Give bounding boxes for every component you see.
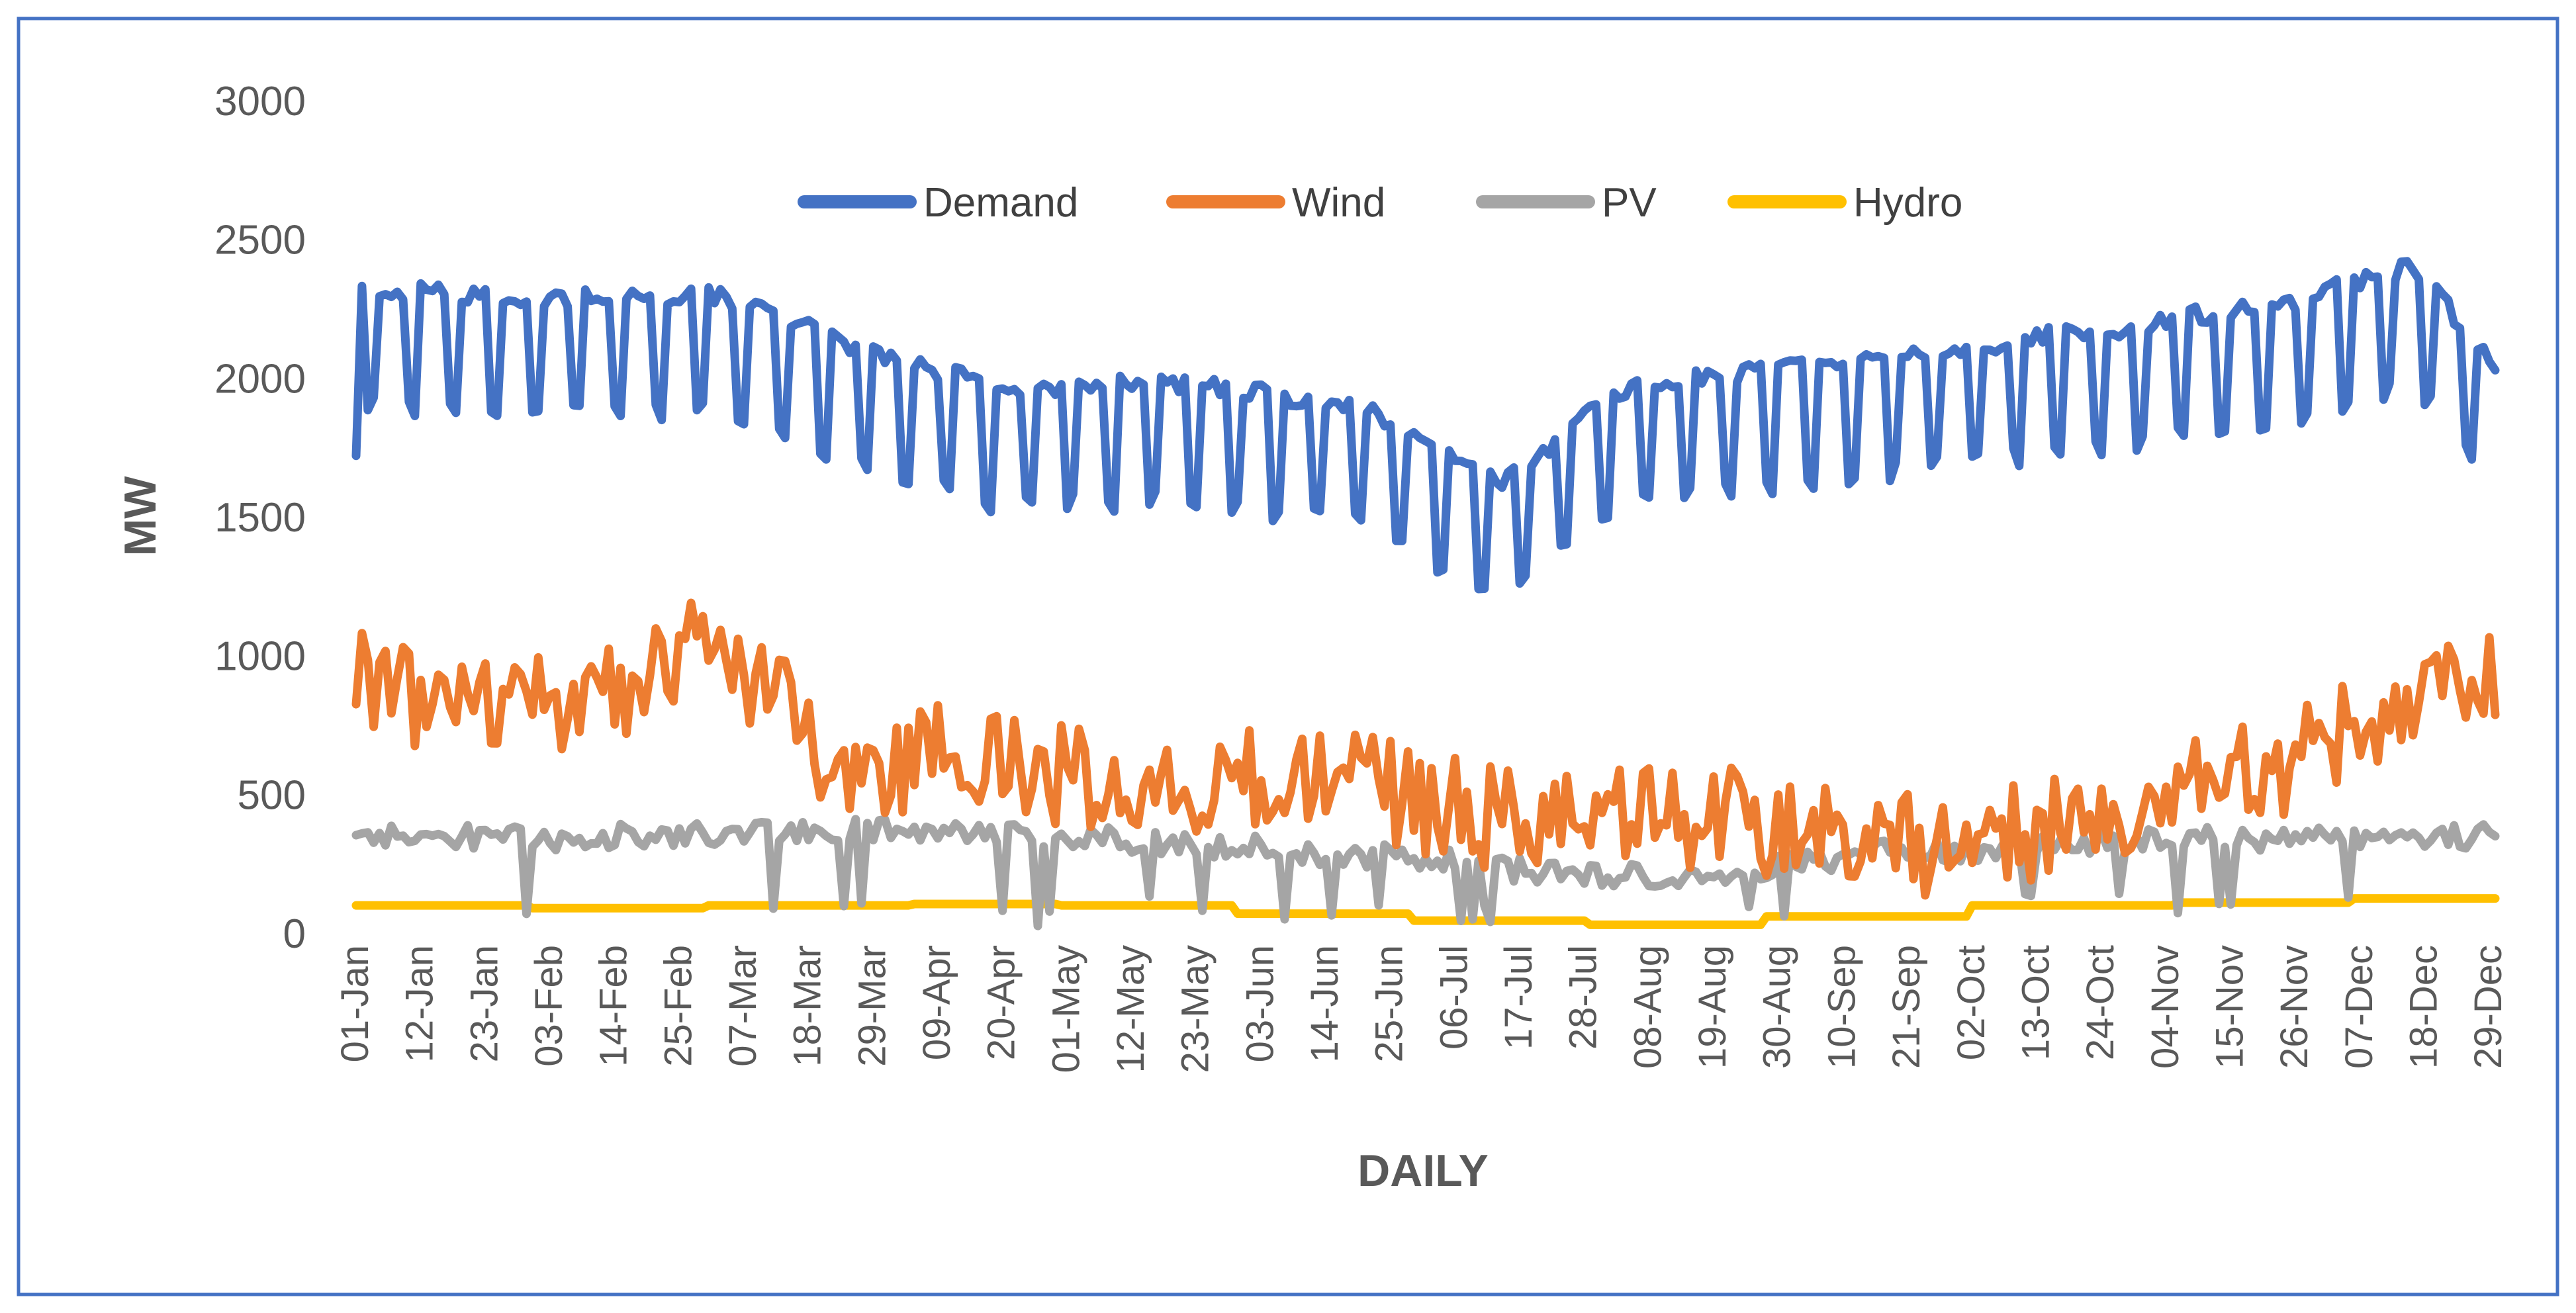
legend-label-pv: PV: [1602, 180, 1657, 226]
x-axis-ticks: 01-Jan 12-Jan 23-Jan 03-Feb 14-Feb 25-Feb 07-M…: [334, 945, 2510, 1073]
x-tick-label: 03-Feb: [528, 945, 571, 1067]
x-tick-label: 12-Jan: [398, 945, 441, 1062]
x-tick-label: 24-Oct: [2079, 945, 2122, 1060]
x-tick-label: 18-Mar: [786, 945, 829, 1067]
x-tick-label: 02-Oct: [1950, 945, 1993, 1060]
x-tick-label: 07-Dec: [2338, 945, 2381, 1069]
y-tick-label: 3000: [214, 79, 306, 124]
x-tick-label: 14-Jun: [1303, 945, 1346, 1062]
x-tick-label: 18-Dec: [2402, 945, 2445, 1069]
y-tick-label: 0: [283, 911, 306, 957]
legend-label-hydro: Hydro: [1853, 180, 1962, 226]
x-tick-label: 12-May: [1109, 945, 1152, 1073]
legend-label-demand: Demand: [923, 180, 1078, 226]
series-line-hydro: [351, 894, 2500, 929]
x-tick-label: 19-Aug: [1691, 945, 1734, 1069]
series-lines: [351, 257, 2500, 930]
x-tick-label: 25-Jun: [1368, 945, 1411, 1062]
x-tick-label: 23-Jan: [463, 945, 506, 1062]
x-tick-label: 23-May: [1174, 945, 1217, 1073]
x-tick-label: 09-Apr: [915, 945, 958, 1060]
x-tick-label: 01-Jan: [334, 945, 377, 1062]
y-tick-label: 500: [238, 772, 306, 818]
x-tick-label: 13-Oct: [2014, 945, 2057, 1060]
y-tick-label: 2500: [214, 218, 306, 263]
x-tick-label: 15-Nov: [2208, 945, 2251, 1069]
x-tick-label: 26-Nov: [2273, 945, 2316, 1069]
x-tick-label: 14-Feb: [592, 945, 635, 1067]
x-tick-label: 07-Mar: [721, 945, 764, 1067]
chart-border: [17, 17, 2559, 1296]
series-line-demand: [351, 257, 2500, 594]
y-tick-label: 1500: [214, 495, 306, 541]
x-tick-label: 21-Sep: [1885, 945, 1928, 1069]
x-tick-label: 17-Jul: [1497, 945, 1540, 1050]
x-tick-label: 10-Sep: [1820, 945, 1863, 1069]
x-tick-label: 20-Apr: [980, 945, 1023, 1060]
x-tick-label: 29-Dec: [2467, 945, 2510, 1069]
x-tick-label: 25-Feb: [657, 945, 700, 1067]
legend: Demand Wind PV Hydro: [798, 180, 1962, 226]
x-tick-label: 28-Jul: [1562, 945, 1605, 1050]
y-tick-label: 1000: [214, 634, 306, 680]
x-tick-label: 08-Aug: [1626, 945, 1669, 1069]
x-axis-title: DAILY: [1357, 1146, 1489, 1196]
x-tick-label: 01-May: [1044, 945, 1087, 1073]
x-tick-label: 30-Aug: [1756, 945, 1799, 1069]
x-tick-label: 06-Jul: [1432, 945, 1475, 1050]
legend-label-wind: Wind: [1292, 180, 1385, 226]
x-tick-label: 29-Mar: [851, 945, 894, 1067]
y-axis-title: MW: [115, 476, 165, 557]
series-line-wind: [351, 598, 2500, 900]
y-tick-label: 2000: [214, 356, 306, 402]
x-tick-label: 04-Nov: [2144, 945, 2187, 1069]
x-tick-label: 03-Jun: [1238, 945, 1281, 1062]
y-axis-ticks: 0 500 1000 1500 2000 2500 3000: [214, 79, 306, 957]
